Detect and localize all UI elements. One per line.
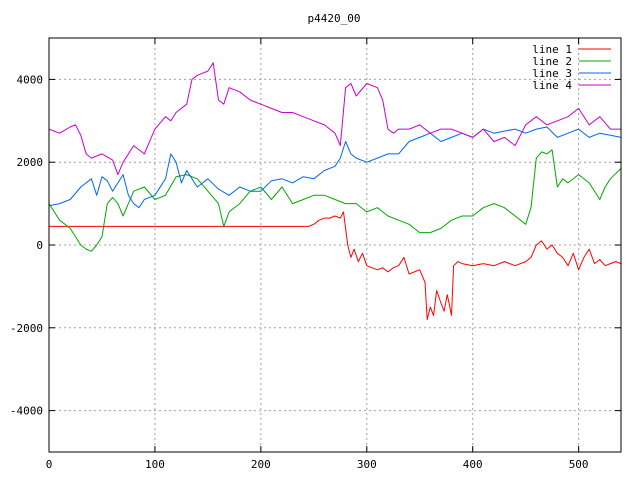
- y-tick-label: 4000: [17, 73, 44, 86]
- y-tick-label: -2000: [10, 322, 43, 335]
- x-tick-label: 400: [463, 458, 483, 471]
- series-1-line: [49, 211, 622, 320]
- x-tick-label: 300: [357, 458, 377, 471]
- series-4-line: [48, 62, 621, 176]
- legend-label-4: line 4: [532, 79, 572, 92]
- series-lines: [48, 62, 622, 320]
- y-tick-label: -4000: [10, 405, 43, 418]
- series-3-line: [48, 126, 622, 209]
- x-tick-label: 100: [145, 458, 165, 471]
- x-tick-label: 200: [251, 458, 271, 471]
- grid: [49, 38, 621, 452]
- legend-label-3: line 3: [532, 67, 572, 80]
- y-tick-label: 2000: [17, 156, 44, 169]
- legend-label-1: line 1: [532, 43, 572, 56]
- chart-title: p4420_00: [308, 12, 361, 25]
- series-2-line: [48, 149, 622, 252]
- x-tick-label: 500: [569, 458, 589, 471]
- axis-ticks: 0 100 200 300 400 500 -4000 -2000 0 2000 4000: [10, 38, 621, 471]
- x-tick-label: 0: [46, 458, 53, 471]
- legend-label-2: line 2: [532, 55, 572, 68]
- y-tick-label: 0: [36, 239, 43, 252]
